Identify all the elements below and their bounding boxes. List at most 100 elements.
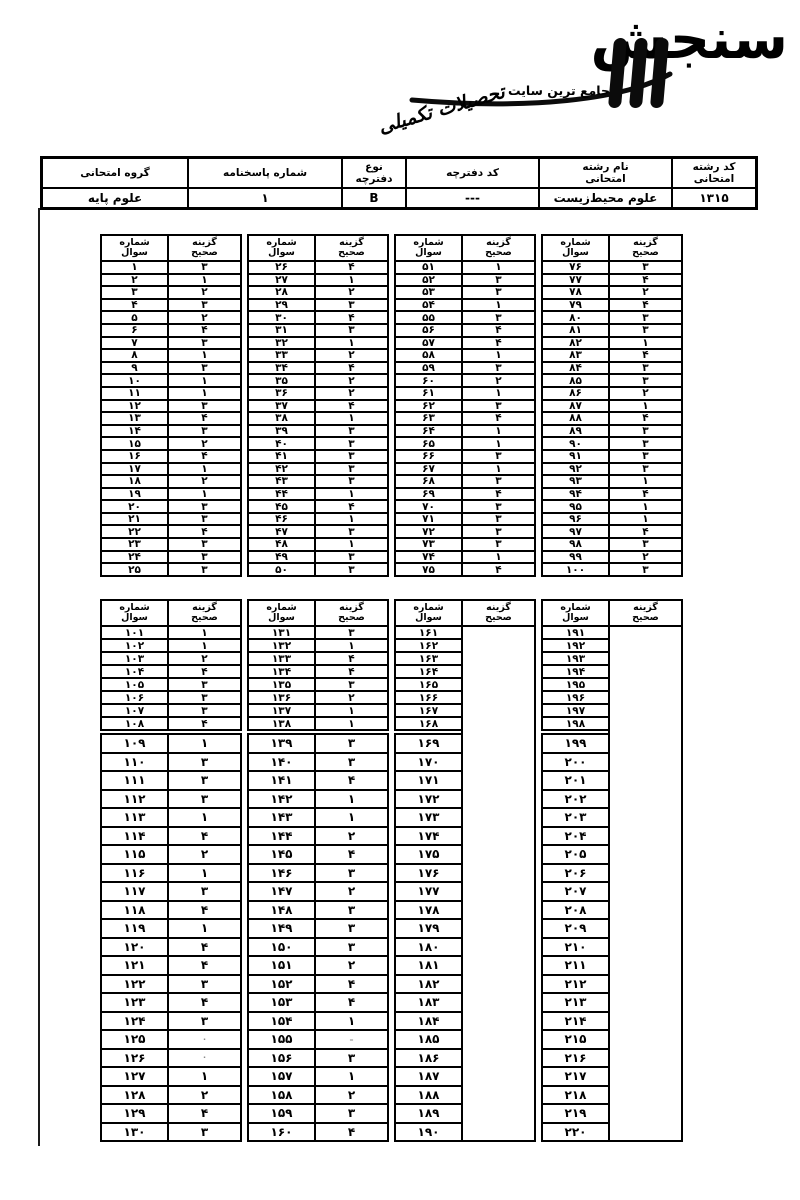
logo-mark-3-bars-icon — [607, 38, 670, 108]
question-number-cell: ۱۷۵ — [394, 844, 463, 865]
question-number-cell: ۱۴۷ — [247, 881, 316, 902]
question-number-cell: ۲۲۰ — [541, 1121, 610, 1142]
question-number-header: شماره سوال — [541, 234, 610, 262]
question-number-cell: ۱۴۵ — [247, 844, 316, 865]
question-number-cell: ۱۵۷ — [247, 1066, 316, 1087]
answer-row: ۱۴۹ ۳ — [247, 918, 389, 939]
correct-option-cell: – — [314, 1029, 389, 1050]
info-col-booklet-type: نوع دفترچه B — [341, 159, 405, 207]
answer-row: ۱۴۰ ۳ — [247, 751, 389, 772]
question-number-cell: ۱۵۹ — [247, 1103, 316, 1124]
correct-option-cell: ۳ — [314, 1047, 389, 1068]
logo-bar-icon — [628, 38, 649, 108]
answer-row: ۱۰۵ ۳ — [100, 677, 242, 692]
answer-row: ۶۶ ۳ — [394, 448, 536, 464]
question-number-cell: ۳۵ — [247, 373, 316, 388]
answer-row: ۱۴۶ ۳ — [247, 862, 389, 883]
question-number-cell: ۱۵۸ — [247, 1084, 316, 1105]
correct-option-cell: ۴ — [314, 992, 389, 1013]
answer-row: ۱۲۹ ۴ — [100, 1103, 242, 1124]
answer-table-q101-220: شماره سوال گزینه صحیح ۱۰۱ ۱ ۱۰۲ ۱ ۱۰۳ ۲ ۱۰۴ ۴ ۱۰۵ ۳… — [100, 599, 683, 1142]
correct-option-header: گزینه صحیح — [167, 234, 242, 262]
question-number-cell: ۲۰۱ — [541, 770, 610, 791]
question-number-cell: ۸۱ — [541, 322, 610, 338]
question-number-cell: ۵۰ — [247, 562, 316, 577]
empty-correct-option-column — [608, 625, 683, 1142]
answer-row: ۱۵۳ ۴ — [247, 992, 389, 1013]
answer-row: ۲۱۹ — [541, 1103, 683, 1124]
question-number-cell: ۱۲۳ — [100, 992, 169, 1013]
answer-group-4: شماره سوال گزینه صحیح ۷۶ ۳ ۷۷ ۴ ۷۸ ۲ ۷۹ ۴ ۸۰ ۳ ۸۱ ۳ ۸۲… — [541, 234, 683, 577]
group-header-row: شماره سوال گزینه صحیح — [541, 599, 683, 627]
correct-option-cell: ۳ — [314, 751, 389, 772]
question-number-cell: ۱۸۲ — [394, 973, 463, 994]
question-number-cell: ۱۲۲ — [100, 973, 169, 994]
question-number-cell: ۱۸۹ — [394, 1103, 463, 1124]
answer-row: ۱۰۱ ۱ — [100, 625, 242, 640]
correct-option-cell: ۲ — [167, 1084, 242, 1105]
question-number-cell: ۲۰۵ — [541, 844, 610, 865]
info-col-exam-field-name: نام رشته امتحانی علوم محیط‌زیست — [538, 159, 671, 207]
answer-row: ۱۵۹ ۳ — [247, 1103, 389, 1124]
question-number-cell: ۱۱۵ — [100, 844, 169, 865]
question-number-cell: ۱۱۸ — [100, 899, 169, 920]
info-value: B — [369, 191, 379, 205]
correct-option-cell: ۱ — [314, 1066, 389, 1087]
answer-row: ۱۳۹ ۳ — [247, 733, 389, 754]
question-number-cell: ۱۸۰ — [394, 936, 463, 957]
question-number-cell: ۱۹۰ — [394, 1121, 463, 1142]
question-number-cell: ۱۹۸ — [541, 716, 610, 731]
correct-option-cell: ۳ — [167, 973, 242, 994]
correct-option-cell: ۳ — [314, 562, 389, 577]
correct-option-cell: ۳ — [167, 562, 242, 577]
question-number-cell: ۶۰ — [394, 373, 463, 388]
answer-row: ۱۴۴ ۲ — [247, 825, 389, 846]
correct-option-cell: · — [167, 1047, 242, 1068]
answer-row: ۱۵۱ ۲ — [247, 955, 389, 976]
question-number-cell: ۱۲۱ — [100, 955, 169, 976]
question-number-cell: ۱۸۸ — [394, 1084, 463, 1105]
question-number-cell: ۱۱۴ — [100, 825, 169, 846]
answer-group-4: شماره سوال گزینه صحیح ۱۹۱ ۱۹۲ ۱۹۳ ۱۹۴ ۱۹۵ ۱۹۶ ۱۹… — [541, 599, 683, 1142]
correct-option-cell: ۴ — [461, 562, 536, 577]
answer-row: ۵۵ ۳ — [394, 310, 536, 325]
answer-row: ۱۰۹ ۱ — [100, 733, 242, 754]
question-number-cell: ۲۱۸ — [541, 1084, 610, 1105]
correct-option-header: گزینه صحیح — [461, 599, 536, 627]
question-number-cell: ۱۸۶ — [394, 1047, 463, 1068]
question-number-cell: ۱۱۹ — [100, 918, 169, 939]
question-number-cell: ۱۵۲ — [247, 973, 316, 994]
question-number-cell: ۱۲۶ — [100, 1047, 169, 1068]
answer-row: ۱۴۱ ۴ — [247, 770, 389, 791]
correct-option-cell: ۴ — [167, 716, 242, 731]
answer-table-q1-100: شماره سوال گزینه صحیح ۱ ۳ ۲ ۱ ۳ ۲ ۴ ۳ ۵ ۲ ۶ ۴ ۷ ۳ ۸ ۱ ۹ ۳ ۱۰… — [100, 234, 683, 577]
correct-option-cell: ۴ — [167, 825, 242, 846]
question-number-cell: ۲۰۰ — [541, 751, 610, 772]
logo-tagline: جامع ترین سایت تحصیلات تکمیلی — [376, 42, 610, 138]
question-number-cell: ۱۲۸ — [100, 1084, 169, 1105]
question-number-cell: ۱۰۰ — [541, 562, 610, 577]
question-number-header: شماره سوال — [100, 234, 169, 262]
correct-option-cell: ۱ — [167, 733, 242, 754]
correct-option-cell: ۲ — [461, 373, 536, 388]
correct-option-cell: ۳ — [167, 1010, 242, 1031]
question-number-cell: ۱۷۷ — [394, 881, 463, 902]
correct-option-cell: ۲ — [314, 1084, 389, 1105]
question-number-cell: ۱۵۰ — [247, 936, 316, 957]
question-number-cell: ۱۳۰ — [100, 1121, 169, 1142]
question-number-cell: ۲۱۵ — [541, 1029, 610, 1050]
answer-row: ۱۵۸ ۲ — [247, 1084, 389, 1105]
answer-row: ۱۴۳ ۱ — [247, 807, 389, 828]
answer-row: ۱۱۸ ۴ — [100, 899, 242, 920]
question-number-cell: ۲۵ — [100, 562, 169, 577]
question-number-header: شماره سوال — [541, 599, 610, 627]
correct-option-cell: ۱ — [167, 862, 242, 883]
question-number-cell: ۲۱۶ — [541, 1047, 610, 1068]
question-number-cell: ۲۰۴ — [541, 825, 610, 846]
answer-row: ۲۲۰ — [541, 1121, 683, 1142]
question-number-cell: ۱۸۴ — [394, 1010, 463, 1031]
answer-row: ۱۹۸ — [541, 716, 683, 731]
question-number-cell: ۲۰۸ — [541, 899, 610, 920]
info-label: گروه امتحانی — [43, 159, 187, 189]
